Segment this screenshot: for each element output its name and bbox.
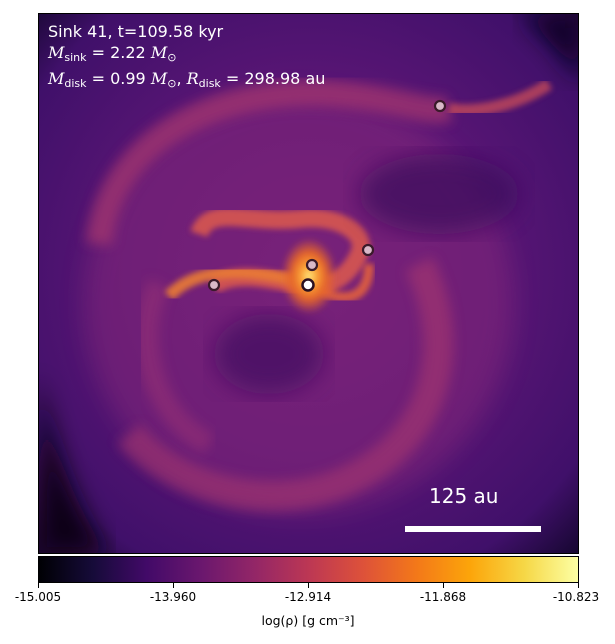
sink-markers <box>207 99 447 292</box>
colorbar-tick <box>173 583 174 588</box>
scalebar <box>405 526 541 532</box>
colorbar-label: log(ρ) [g cm⁻³] <box>261 613 355 628</box>
scalebar-label: 125 au <box>429 484 499 508</box>
disk-properties: Mdisk = 0.99 M⊙, Rdisk = 298.98 au <box>48 69 326 90</box>
sink-annotation: Sink 41, t=109.58 kyr Msink = 2.22 M⊙ Md… <box>48 21 325 94</box>
density-map-panel: Sink 41, t=109.58 kyr Msink = 2.22 M⊙ Md… <box>38 13 579 554</box>
sink-marker <box>433 99 447 113</box>
sink-marker <box>305 258 319 272</box>
colorbar-tick-label: -13.960 <box>149 590 197 604</box>
sink-marker <box>207 278 221 292</box>
colorbar <box>38 556 579 583</box>
density-map-image <box>39 14 578 553</box>
colorbar-tick <box>308 583 309 588</box>
central-sink-marker <box>301 278 315 292</box>
sink-marker <box>361 243 375 257</box>
colorbar-tick-label: -12.914 <box>284 590 332 604</box>
colorbar-tick-label: -11.868 <box>419 590 467 604</box>
sink-title: Sink 41, t=109.58 kyr <box>48 22 224 41</box>
colorbar-tick-label: -10.823 <box>552 590 600 604</box>
colorbar-tick <box>578 583 579 588</box>
colorbar-tick <box>38 583 39 588</box>
colorbar-tick-label: -15.005 <box>14 590 62 604</box>
sink-mass: Msink = 2.22 M⊙ <box>48 43 177 64</box>
colorbar-tick <box>443 583 444 588</box>
colorbar-gradient <box>39 557 578 582</box>
